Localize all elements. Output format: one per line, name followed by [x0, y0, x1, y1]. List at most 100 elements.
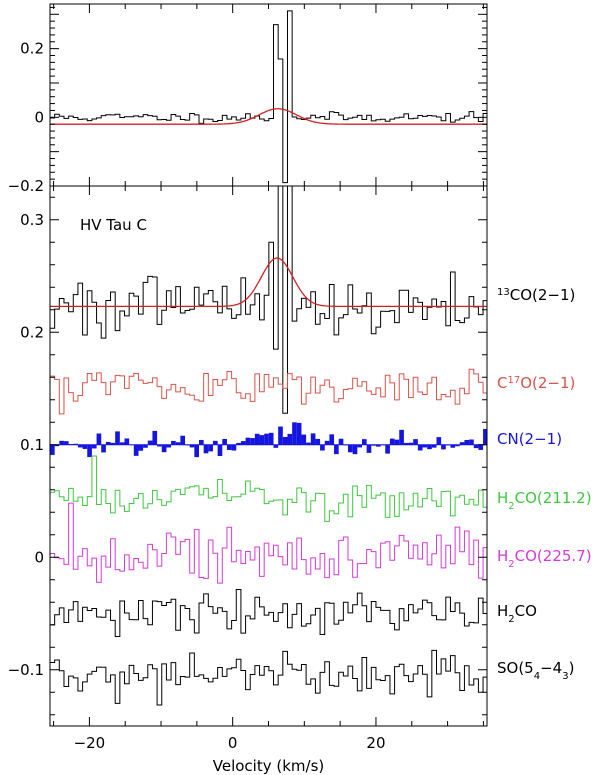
cn-bar — [82, 444, 88, 449]
cn-bar — [394, 439, 400, 445]
cn-bar — [54, 444, 60, 447]
cn-bar — [366, 444, 372, 453]
bottom-xtick-label: 0 — [228, 734, 238, 752]
cn-bar — [375, 444, 381, 447]
cn-bar — [403, 442, 409, 445]
so-spectrum — [50, 649, 487, 706]
cn-bar — [250, 438, 255, 445]
top-ytick-label: 0 — [34, 108, 44, 126]
cn-bar — [408, 442, 414, 445]
cn-bar — [222, 439, 227, 445]
cn-bar — [334, 444, 339, 455]
top-ytick-label: −0.2 — [8, 177, 44, 195]
cn-label: CN(2−1) — [497, 430, 562, 448]
x-axis-title: Velocity (km/s) — [213, 757, 324, 775]
bottom-ytick-label: −0.1 — [8, 661, 44, 679]
cn-bar — [436, 437, 442, 445]
bottom-ytick-label: 0 — [34, 548, 44, 566]
cn-bar — [147, 440, 153, 445]
c17o-spectrum — [50, 368, 487, 415]
cn-bar — [245, 437, 251, 445]
cn-bar — [63, 441, 69, 445]
cn-bar — [133, 444, 139, 456]
so-label: SO(54−43) — [497, 659, 574, 682]
h2co-225-label: H2CO(225.7) — [497, 547, 592, 570]
cn-bar — [161, 444, 167, 453]
h2co-225-spectrum — [50, 502, 487, 584]
cn-bar — [231, 444, 237, 451]
cn-bar — [315, 438, 321, 445]
cn-bar — [324, 440, 330, 445]
cn-bar — [96, 433, 102, 445]
13co-fit-line — [50, 257, 487, 308]
cn-bar — [199, 439, 204, 445]
cn-bar — [143, 444, 148, 448]
13co-spectrum — [50, 186, 487, 414]
cn-bar — [385, 444, 390, 454]
cn-bar — [212, 440, 218, 445]
top-ytick-label: 0.2 — [20, 40, 44, 58]
cn-bar — [180, 435, 186, 445]
13co-label: 13CO(2−1) — [497, 286, 575, 304]
top-panel: 0.2 0 −0.2 — [8, 3, 488, 195]
cn-bar — [157, 444, 162, 447]
cn-bar — [320, 444, 325, 451]
cn-bar — [240, 441, 246, 445]
h2co-211-label: H2CO(211.2) — [497, 489, 592, 512]
cn-bar — [236, 442, 241, 445]
h2co-label: H2CO — [497, 602, 537, 625]
cn-bar — [427, 444, 432, 450]
cn-bar — [483, 428, 487, 445]
h2co-spectrum — [50, 589, 487, 637]
cn-bar — [287, 433, 293, 445]
top-plot-area — [50, 10, 487, 184]
cn-bar — [348, 444, 353, 453]
cn-bar — [282, 436, 288, 445]
cn-bar — [175, 442, 181, 445]
cn-bar — [389, 438, 395, 445]
bottom-xtick-label: 20 — [366, 734, 385, 752]
cn-bar — [329, 434, 335, 445]
cn-bar — [264, 433, 269, 445]
cn-bar — [478, 444, 484, 450]
cn-bar — [357, 444, 362, 448]
cn-bar — [352, 444, 358, 455]
cn-bar — [119, 442, 125, 445]
cn-bar — [77, 444, 83, 448]
cn-bar — [455, 444, 460, 447]
top-frame — [49, 3, 488, 187]
cn-bar — [254, 433, 260, 445]
cn-bar — [473, 444, 479, 449]
cn-bar — [171, 440, 176, 445]
source-annotation: HV Tau C — [80, 216, 147, 234]
cn-bar — [301, 434, 307, 445]
cn-bar — [296, 422, 302, 445]
bottom-ytick-label: 0.2 — [20, 323, 44, 341]
cn-bar — [189, 444, 195, 448]
cn-histogram — [50, 422, 487, 458]
top-ticks — [50, 4, 487, 187]
bottom-plot-area — [50, 186, 487, 706]
bottom-ticks — [50, 186, 487, 726]
cn-bar — [50, 444, 55, 455]
cn-bar — [338, 438, 344, 445]
cn-bar — [138, 444, 144, 451]
cn-bar — [459, 442, 465, 445]
cn-bar — [464, 439, 470, 445]
c17o-label: C17O(2−1) — [497, 374, 575, 392]
cn-bar — [278, 426, 283, 445]
bottom-panel: 0.3 0.2 0.1 0 −0.1 −20 0 20 Velocity (km/s) HV Ta… — [8, 185, 592, 775]
cn-bar — [59, 440, 64, 445]
cn-bar — [310, 433, 316, 445]
cn-bar — [450, 444, 456, 448]
cn-bar — [203, 444, 209, 454]
cn-bar — [306, 442, 311, 445]
cn-bar — [101, 444, 106, 453]
cn-bar — [399, 429, 404, 445]
cn-bar — [268, 432, 274, 445]
h2co-211-spectrum — [50, 455, 487, 522]
cn-bar — [208, 444, 213, 452]
cn-bar — [166, 444, 172, 448]
cn-bar — [217, 444, 223, 457]
